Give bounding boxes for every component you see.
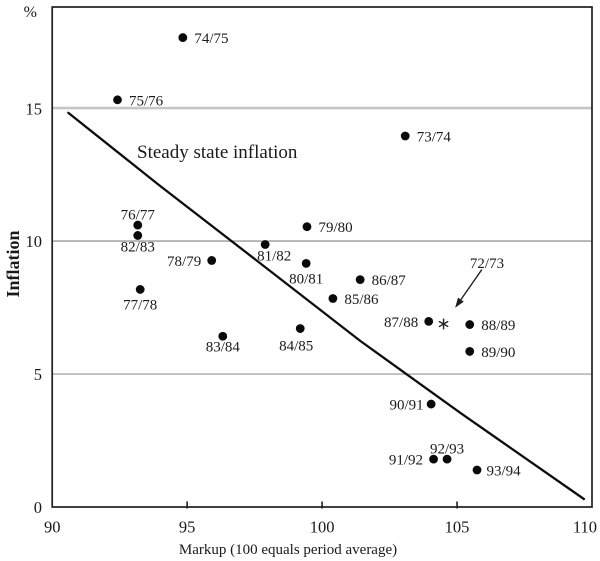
data-point-90-91 bbox=[426, 399, 436, 409]
callout-label-72-73: 72/73 bbox=[470, 256, 504, 272]
data-point-label-91-92: 91/92 bbox=[389, 453, 423, 469]
data-point-83-84 bbox=[218, 331, 228, 341]
data-point-label-77-78: 77/78 bbox=[123, 297, 157, 313]
data-point-79-80 bbox=[302, 222, 312, 232]
data-point-92-93 bbox=[442, 454, 452, 464]
data-point-label-84-85: 84/85 bbox=[279, 339, 313, 355]
callout-arrow-shaft bbox=[460, 269, 483, 300]
y-axis-unit-label: % bbox=[23, 4, 37, 21]
data-point-label-89-90: 89/90 bbox=[481, 345, 515, 361]
callout-arrow-head bbox=[455, 297, 464, 308]
data-point-label-88-89: 88/89 bbox=[481, 318, 515, 334]
x-axis-title: Markup (100 equals period average) bbox=[178, 542, 398, 558]
data-point-label-76-77: 76/77 bbox=[121, 208, 156, 224]
data-point-label-92-93: 92/93 bbox=[430, 442, 464, 458]
data-point-label-81-82: 81/82 bbox=[257, 249, 291, 265]
data-point-87-88 bbox=[424, 316, 434, 326]
data-point-label-86-87: 86/87 bbox=[372, 273, 407, 289]
data-point-label-75-76: 75/76 bbox=[129, 93, 164, 109]
data-point-label-79-80: 79/80 bbox=[318, 220, 352, 236]
data-point-label-87-88: 87/88 bbox=[384, 315, 418, 331]
y-axis-title: Inflation bbox=[3, 230, 23, 298]
y-tick-label-0: 0 bbox=[34, 498, 42, 517]
data-point-78-79 bbox=[207, 256, 217, 265]
asterisk-marker-72-73 bbox=[438, 320, 449, 328]
data-point-86-87 bbox=[355, 275, 365, 285]
data-point-73-74 bbox=[400, 131, 410, 141]
data-point-91-92 bbox=[429, 454, 438, 464]
data-point-label-78-79: 78/79 bbox=[167, 254, 201, 270]
y-tick-label-10: 10 bbox=[26, 232, 43, 251]
x-tick-label-110: 110 bbox=[573, 518, 597, 537]
x-tick-label-90: 90 bbox=[44, 518, 61, 537]
data-point-label-85-86: 85/86 bbox=[344, 292, 379, 308]
steady-state-line bbox=[67, 111, 586, 501]
data-point-84-85 bbox=[295, 324, 305, 333]
data-point-80-81 bbox=[301, 258, 311, 268]
data-point-label-83-84: 83/84 bbox=[206, 339, 241, 355]
data-point-label-82-83: 82/83 bbox=[121, 239, 155, 255]
data-point-label-90-91: 90/91 bbox=[389, 398, 423, 414]
data-point-81-82 bbox=[260, 240, 270, 249]
data-point-82-83 bbox=[133, 231, 143, 240]
data-point-93-94 bbox=[472, 465, 482, 475]
x-tick-label-105: 105 bbox=[445, 518, 470, 537]
data-point-89-90 bbox=[465, 347, 475, 356]
data-point-85-86 bbox=[328, 294, 338, 303]
data-point-77-78 bbox=[135, 285, 145, 294]
data-point-label-74-75: 74/75 bbox=[194, 31, 228, 47]
x-tick-label-100: 100 bbox=[310, 518, 335, 537]
data-point-88-89 bbox=[465, 320, 475, 329]
y-tick-label-5: 5 bbox=[34, 365, 42, 384]
steady-state-line-label: Steady state inflation bbox=[137, 142, 298, 163]
data-point-label-93-94: 93/94 bbox=[487, 464, 522, 480]
data-point-75-76 bbox=[113, 95, 122, 105]
data-point-76-77 bbox=[133, 220, 143, 230]
plot-border bbox=[51, 6, 593, 508]
y-tick-label-15: 15 bbox=[26, 99, 43, 118]
x-tick-label-95: 95 bbox=[179, 518, 196, 537]
data-point-74-75 bbox=[178, 33, 188, 42]
data-point-label-73-74: 73/74 bbox=[417, 129, 452, 145]
data-point-label-80-81: 80/81 bbox=[289, 271, 323, 287]
